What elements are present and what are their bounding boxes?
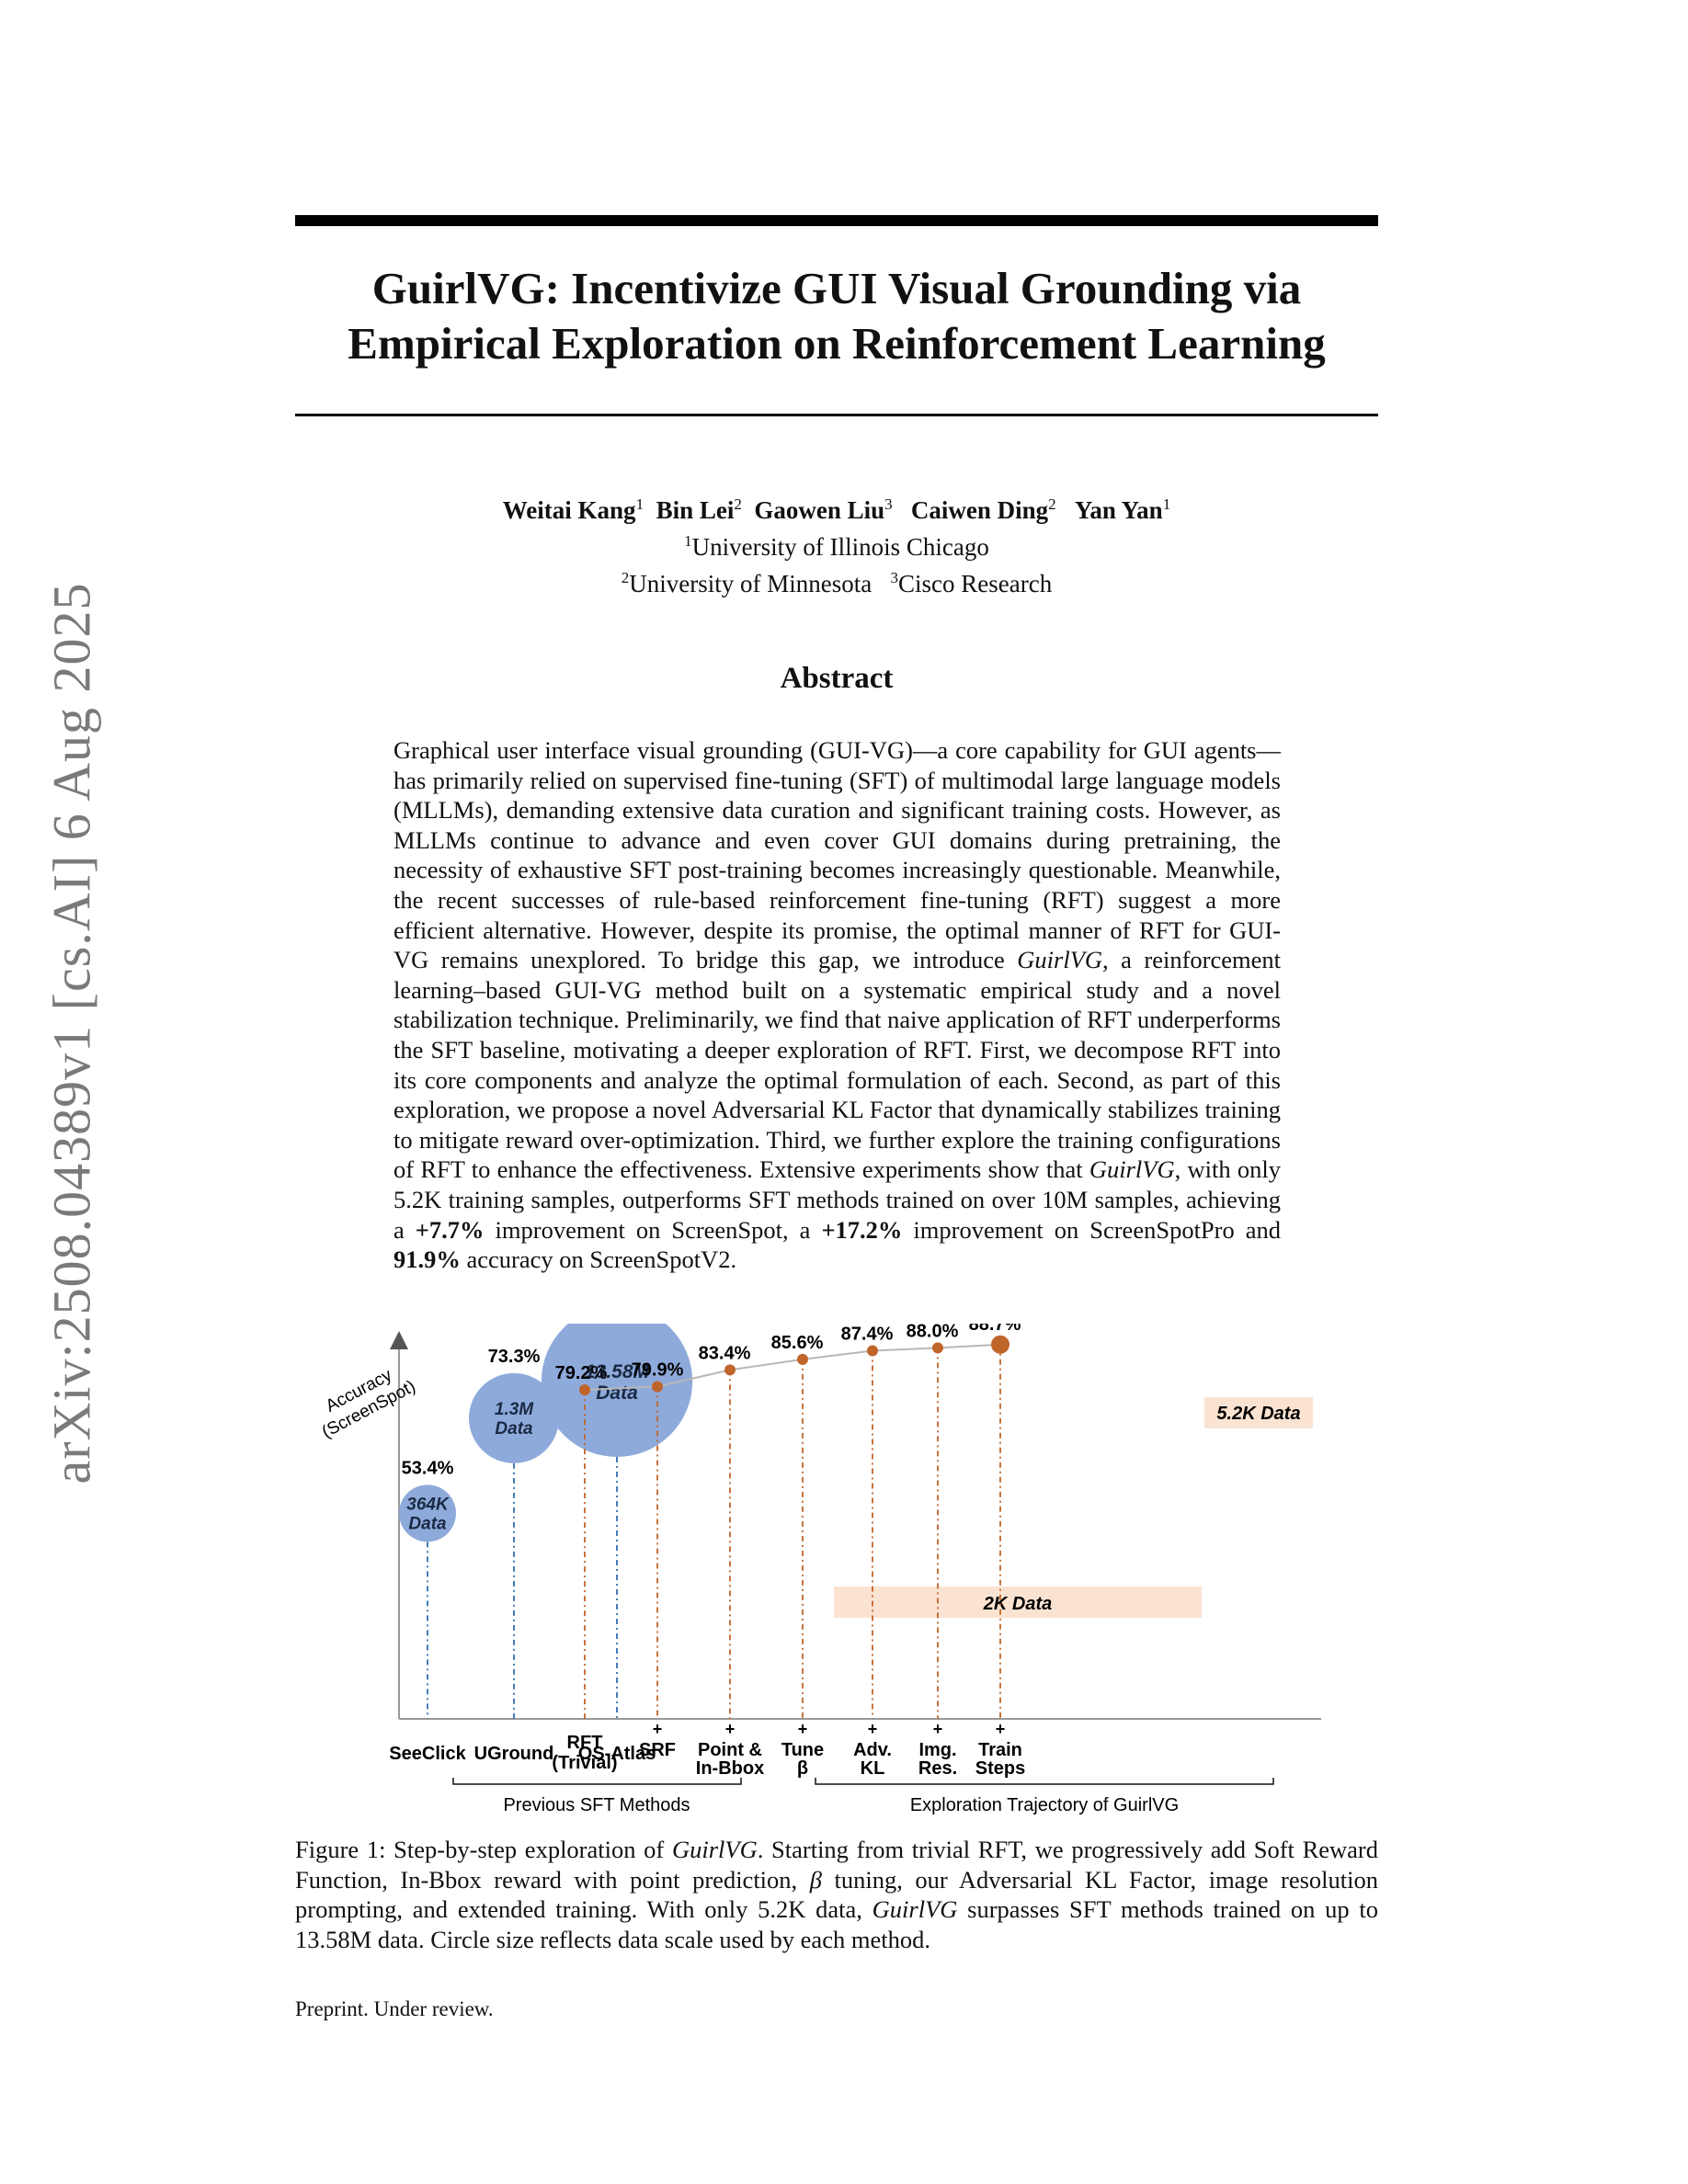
trajectory-plus-sign: +: [868, 1720, 878, 1738]
title-bottom-rule: [295, 414, 1378, 416]
trajectory-plus-sign: +: [933, 1720, 943, 1738]
affiliation-line-2: 2University of Minnesota 3Cisco Research: [621, 569, 1053, 597]
preprint-footer: Preprint. Under review.: [295, 1997, 494, 2020]
sft-accuracy-label: 73.3%: [488, 1347, 541, 1367]
trajectory-step-label: Steps: [975, 1758, 1025, 1779]
sft-methods-layer: 364KData53.4%SeeClick1.3MData73.3%UGroun…: [389, 1280, 693, 1764]
title-top-rule: [295, 215, 1378, 226]
author-affil-sup: 3: [884, 495, 893, 513]
trajectory-step-label: RFT: [567, 1733, 603, 1753]
sft-method-name: UGround: [474, 1744, 554, 1764]
trajectory-step-label: KL: [861, 1758, 885, 1779]
title-line-1: GuirlVG: Incentivize GUI Visual Groundin…: [371, 263, 1302, 313]
trajectory-plus-sign: +: [996, 1720, 1006, 1738]
affiliation-line-1: 1University of Illinois Chicago: [684, 532, 989, 561]
paper-title: GuirlVG: Incentivize GUI Visual Groundin…: [295, 261, 1378, 371]
trajectory-step-label: (Trivial): [552, 1753, 617, 1773]
abstract-body: Graphical user interface visual groundin…: [393, 736, 1282, 1274]
trajectory-point: [932, 1342, 943, 1354]
trajectory-accuracy-label: 88.7%: [969, 1324, 1021, 1335]
band-5.2k-label: 5.2K Data: [1216, 1404, 1300, 1424]
trajectory-point: [867, 1345, 878, 1357]
sft-bubble: [541, 1305, 693, 1457]
trajectory-plus-sign: +: [798, 1720, 808, 1738]
trajectory-step-label: Img.: [918, 1740, 956, 1760]
figure-1-chart: Accuracy (ScreenSpot) 2K Data 5.2K Data …: [319, 1280, 1321, 1815]
abstract-heading: Abstract: [780, 662, 894, 695]
author-name: Weitai Kang: [502, 496, 636, 524]
trajectory-step-label: Tune: [781, 1740, 824, 1760]
sft-method-name: OS-Atlas: [578, 1744, 656, 1764]
author-affil-sup: 2: [734, 495, 742, 513]
trajectory-plus-sign: +: [653, 1720, 663, 1738]
trajectory-step-label: SRF: [639, 1740, 676, 1760]
trajectory-point: [579, 1384, 590, 1396]
trajectory-step-label: β: [797, 1758, 808, 1779]
trajectory-point: [724, 1364, 736, 1376]
sft-data-size-label: 1.3M: [495, 1400, 534, 1419]
figure-1-caption: Figure 1: Step-by-step exploration of Gu…: [295, 1836, 1378, 1953]
group-label-sft: Previous SFT Methods: [503, 1795, 690, 1815]
group-label-trajectory: Exploration Trajectory of GuirlVG: [910, 1795, 1179, 1815]
y-axis-label: Accuracy (ScreenSpot): [319, 1365, 419, 1442]
trajectory-accuracy-label: 88.0%: [907, 1324, 959, 1341]
author-name: Gaowen Liu: [754, 496, 885, 524]
author-list: Weitai Kang1 Bin Lei2 Gaowen Liu3 Caiwen…: [295, 489, 1378, 526]
author-affil-sup: 2: [1048, 495, 1056, 513]
band-2k-label: 2K Data: [983, 1594, 1052, 1614]
method-name: GuirlVG: [671, 1836, 758, 1863]
author-name: Bin Lei: [656, 496, 735, 524]
sft-data-size-label: 13.58M: [585, 1361, 650, 1382]
author-name: Caiwen Ding: [910, 496, 1049, 524]
author-name: Yan Yan: [1074, 496, 1163, 524]
trajectory-accuracy-label: 83.4%: [699, 1343, 751, 1363]
method-name: GuirlVG: [872, 1895, 958, 1924]
sft-bubble: [399, 1484, 456, 1542]
sft-bubble: [469, 1372, 559, 1463]
author-block: Weitai Kang1 Bin Lei2 Gaowen Liu3 Caiwen…: [295, 489, 1378, 599]
group-bracket-sft: [452, 1778, 742, 1785]
trajectory-accuracy-label: 87.4%: [841, 1325, 894, 1345]
trajectory-step-label: Point &: [698, 1740, 762, 1760]
sft-data-size-label: Data: [408, 1514, 447, 1533]
group-bracket-trajectory: [815, 1778, 1274, 1785]
author-affil-sup: 1: [635, 495, 644, 513]
trajectory-step-label: Res.: [918, 1758, 957, 1779]
trajectory-accuracy-label: 79.9%: [632, 1360, 684, 1381]
method-name: GuirlVG: [1017, 946, 1103, 974]
trajectory-plus-sign: +: [725, 1720, 736, 1738]
figure-1: Accuracy (ScreenSpot) 2K Data 5.2K Data …: [295, 1280, 1378, 1820]
trajectory-point: [797, 1353, 808, 1365]
trajectory-step-label: Adv.: [853, 1740, 892, 1760]
sft-method-name: SeeClick: [389, 1744, 466, 1764]
sft-data-size-label: Data: [596, 1382, 638, 1404]
trajectory-accuracy-label: 79.2%: [555, 1363, 608, 1383]
sft-accuracy-label: 53.4%: [402, 1458, 454, 1478]
trajectory-accuracy-label: 85.6%: [771, 1333, 824, 1353]
sft-data-size-label: Data: [495, 1419, 533, 1439]
trajectory-point: [991, 1335, 1009, 1354]
sft-data-size-label: 364K: [406, 1495, 450, 1514]
trajectory-step-label: In-Bbox: [696, 1758, 764, 1779]
title-line-2: Empirical Exploration on Reinforcement L…: [348, 318, 1326, 369]
method-name: GuirlVG: [1089, 1155, 1175, 1184]
trajectory-point: [652, 1381, 663, 1393]
trajectory-step-label: Train: [978, 1740, 1022, 1760]
band-5.2k-data: [1204, 1397, 1313, 1428]
author-affil-sup: 1: [1162, 495, 1171, 513]
band-2k-data: [834, 1587, 1202, 1618]
